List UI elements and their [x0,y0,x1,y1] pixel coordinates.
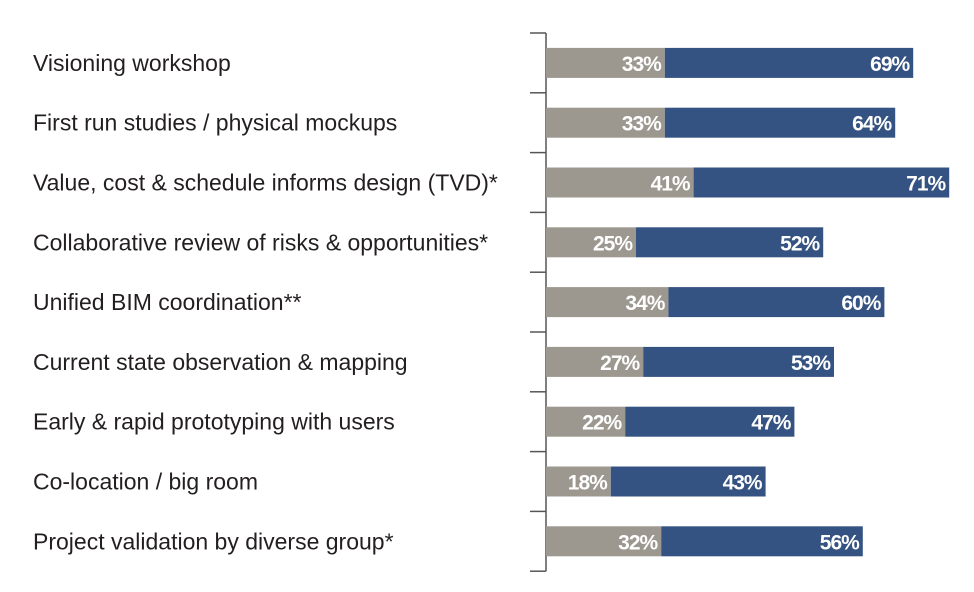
category-label: Collaborative review of risks & opportun… [33,229,488,255]
bar-blue [625,406,795,437]
bar-blue [664,47,914,78]
data-label-blue: 64% [852,113,892,136]
data-label-gray: 22% [582,412,622,435]
category-label: Early & rapid prototyping with users [33,409,395,435]
data-label-blue: 47% [751,412,791,435]
category-label: Visioning workshop [33,50,231,76]
bar-blue [610,466,766,497]
data-label-blue: 71% [906,173,946,196]
bar-gray [546,287,669,318]
bar-gray [546,167,694,198]
bar-blue [693,167,950,198]
data-label-gray: 33% [622,53,662,76]
data-label-gray: 33% [622,113,662,136]
bar-gray [546,47,665,78]
bar-gray [546,466,611,497]
data-label-blue: 43% [723,472,763,495]
data-label-gray: 25% [593,232,633,255]
category-label: Value, cost & schedule informs design (T… [33,170,498,196]
category-label: Current state observation & mapping [33,349,408,375]
bar-gray [546,107,665,138]
data-label-gray: 32% [618,531,658,554]
data-label-blue: 52% [780,232,820,255]
data-label-gray: 41% [651,173,691,196]
category-label: Project validation by diverse group* [33,528,394,554]
data-label-gray: 34% [625,292,665,315]
data-label-blue: 56% [820,531,860,554]
data-label-blue: 60% [841,292,881,315]
bar-gray [546,227,636,258]
bar-gray [546,526,662,557]
bar-blue [661,526,863,557]
data-label-gray: 27% [600,352,640,375]
bar-blue [668,287,885,318]
bar-blue [636,227,824,258]
data-label-gray: 18% [568,472,608,495]
bar-blue [643,346,834,377]
bar-gray [546,346,644,377]
data-label-blue: 69% [870,53,910,76]
category-label: Unified BIM coordination** [33,289,302,315]
bar-blue [664,107,896,138]
category-label: Co-location / big room [33,469,258,495]
bar-gray [546,406,626,437]
data-label-blue: 53% [791,352,831,375]
category-label: First run studies / physical mockups [33,110,397,136]
